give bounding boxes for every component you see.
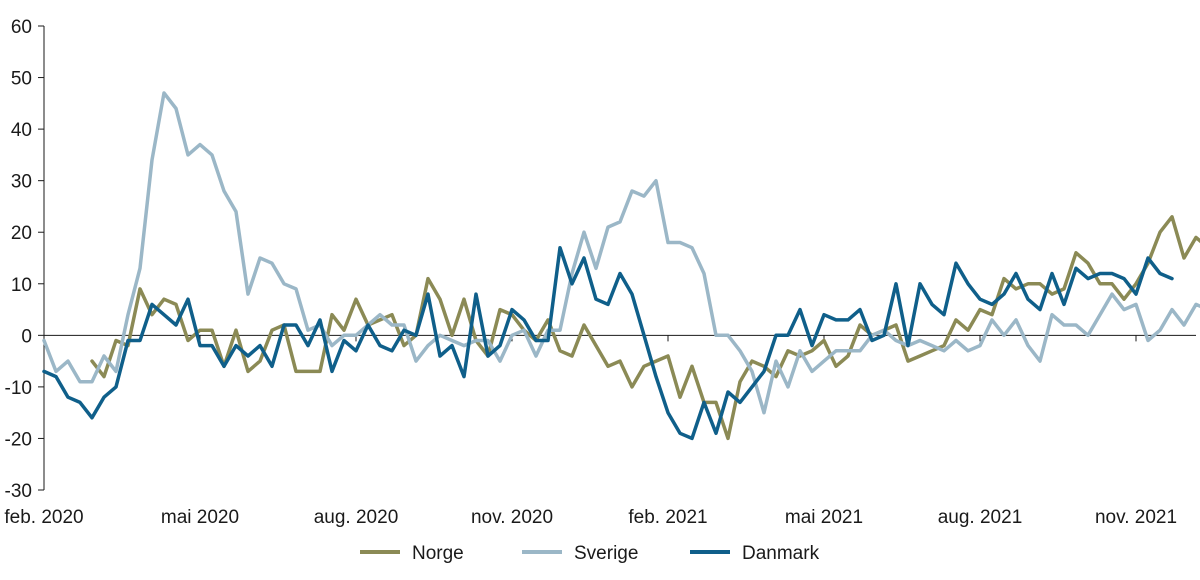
series-line-danmark [42,245,1174,441]
x-tick-label: mai 2020 [161,507,239,528]
legend-label-sverige: Sverige [574,543,638,564]
legend: Norge Sverige Danmark [360,543,820,564]
x-tick-label: nov. 2021 [1095,507,1177,528]
axes [38,25,1196,491]
y-tick-label: 20 [11,223,32,244]
y-tick-label: -30 [5,481,32,502]
x-axis-tick-labels: feb. 2020 mai 2020 aug. 2020 nov. 2020 feb. … [4,507,1177,528]
series-lines [42,91,1200,441]
x-tick-label: aug. 2020 [314,507,399,528]
x-tick-label: nov. 2020 [471,507,553,528]
series-line-sverige [42,91,1200,415]
y-tick-label: 50 [11,69,32,90]
y-tick-label: 10 [11,275,32,296]
x-tick-label: aug. 2021 [938,507,1023,528]
y-tick-label: 60 [11,17,32,38]
y-tick-label: 30 [11,172,32,193]
y-tick-label: -10 [5,378,32,399]
y-axis-tick-labels: 60 50 40 30 20 10 0 -10 -20 -30 [5,17,32,502]
series-line-norge [90,215,1200,441]
legend-label-norge: Norge [412,543,464,564]
x-tick-label: feb. 2020 [4,507,83,528]
x-tick-label: mai 2021 [785,507,863,528]
legend-label-danmark: Danmark [742,543,820,564]
y-tick-label: 0 [21,326,32,347]
x-tick-label: feb. 2021 [628,507,707,528]
y-tick-label: 40 [11,120,32,141]
y-tick-label: -20 [5,429,32,450]
